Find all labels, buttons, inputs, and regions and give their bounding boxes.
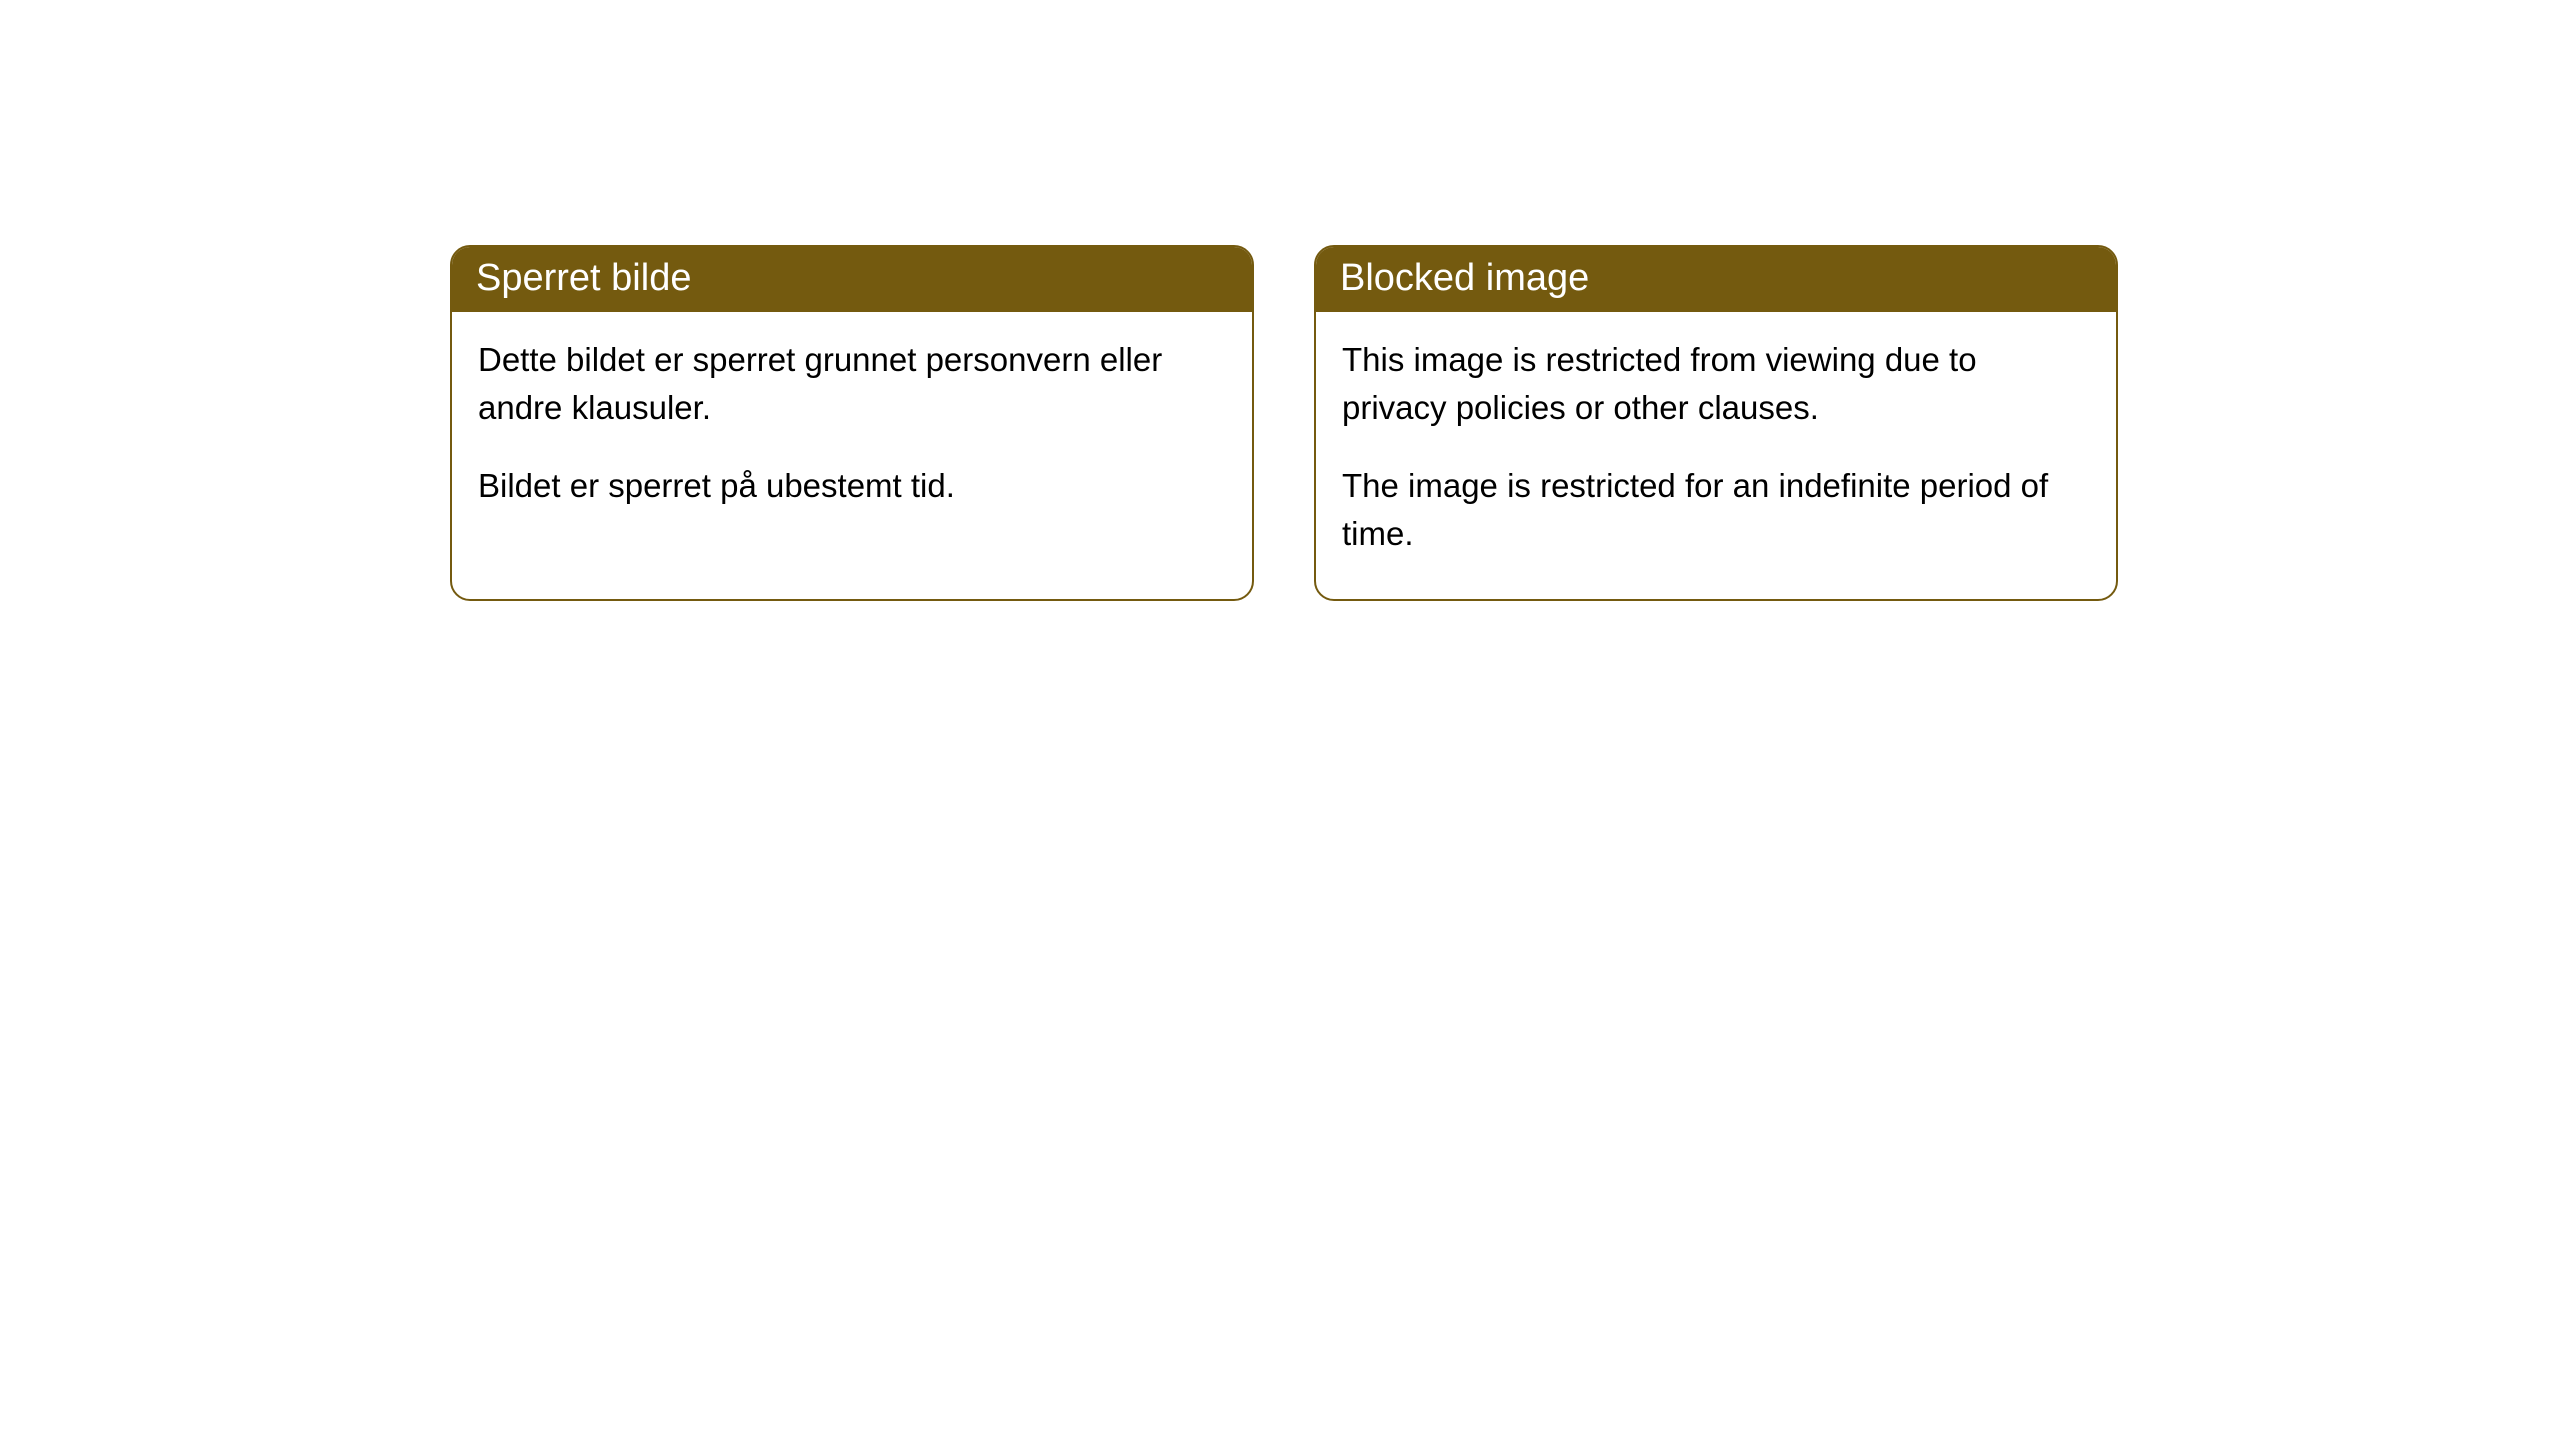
card-paragraph: This image is restricted from viewing du… <box>1342 336 2090 432</box>
card-header: Blocked image <box>1316 247 2116 312</box>
notice-card-english: Blocked image This image is restricted f… <box>1314 245 2118 601</box>
notice-cards-container: Sperret bilde Dette bildet er sperret gr… <box>0 0 2560 601</box>
notice-card-norwegian: Sperret bilde Dette bildet er sperret gr… <box>450 245 1254 601</box>
card-paragraph: The image is restricted for an indefinit… <box>1342 462 2090 558</box>
card-paragraph: Bildet er sperret på ubestemt tid. <box>478 462 1226 510</box>
card-paragraph: Dette bildet er sperret grunnet personve… <box>478 336 1226 432</box>
card-body: Dette bildet er sperret grunnet personve… <box>452 312 1252 552</box>
card-header: Sperret bilde <box>452 247 1252 312</box>
card-body: This image is restricted from viewing du… <box>1316 312 2116 599</box>
